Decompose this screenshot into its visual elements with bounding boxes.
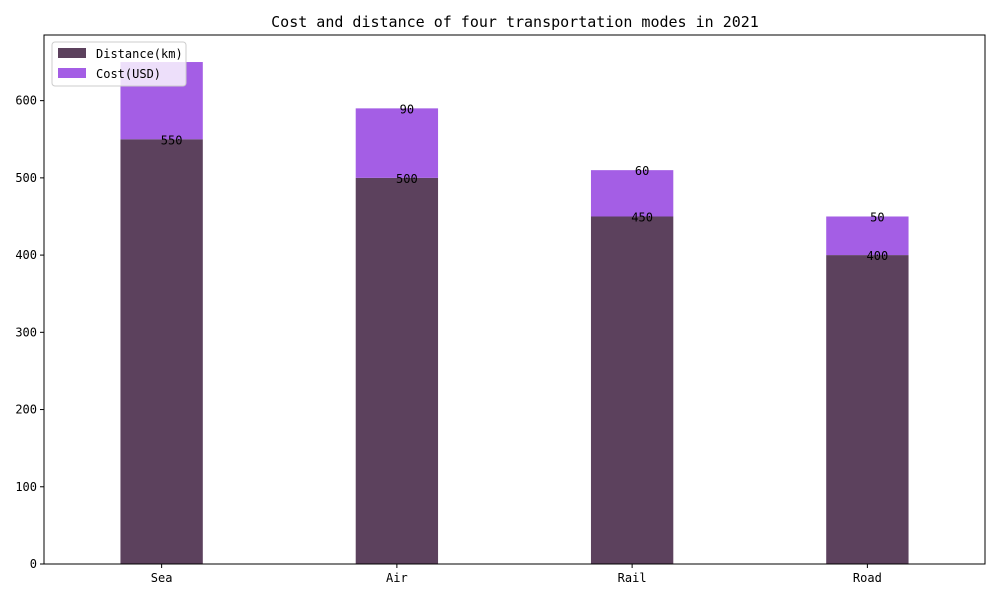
bar-rail-cost-usd — [590, 170, 674, 217]
legend-swatch-cost — [58, 68, 86, 78]
bar-air-cost-usd — [355, 108, 439, 178]
data-label-air-cost-usd: 90 — [400, 102, 414, 116]
x-tick-label-sea: Sea — [151, 571, 173, 585]
y-tick-label: 400 — [15, 248, 37, 262]
chart-title: Cost and distance of four transportation… — [271, 13, 759, 31]
y-tick-label: 200 — [15, 403, 37, 417]
data-label-road-cost-usd: 50 — [870, 210, 884, 224]
legend-label-distance: Distance(km) — [96, 47, 183, 61]
y-tick-label: 0 — [30, 557, 37, 571]
data-label-road-distance-km: 400 — [867, 249, 889, 263]
data-label-rail-cost-usd: 60 — [635, 164, 649, 178]
bar-road-distance-km — [826, 255, 909, 564]
y-tick-label: 500 — [15, 171, 37, 185]
data-label-rail-distance-km: 450 — [631, 210, 653, 224]
axes-layer: 0 100 200 300 400 500 600 Sea Air Rail Road — [15, 94, 882, 585]
x-tick-label-air: Air — [386, 571, 408, 585]
bar-road-cost-usd — [826, 216, 909, 256]
y-tick-label: 600 — [15, 94, 37, 108]
bar-rail-distance-km — [590, 216, 674, 565]
x-tick-label-rail: Rail — [618, 571, 647, 585]
data-labels-layer: 550 500 450 400 90 60 50 — [161, 102, 888, 263]
y-tick-label: 300 — [15, 325, 37, 339]
legend-swatch-distance — [58, 48, 86, 58]
x-tick-label-road: Road — [853, 571, 882, 585]
legend-label-cost: Cost(USD) — [96, 67, 161, 81]
plot-frame — [43, 34, 986, 565]
data-label-sea-distance-km: 550 — [161, 133, 183, 147]
legend: Distance(km) Cost(USD) — [51, 41, 187, 87]
data-label-air-distance-km: 500 — [396, 172, 418, 186]
bars-layer — [120, 62, 909, 565]
y-tick-label: 100 — [15, 480, 37, 494]
bar-air-distance-km — [355, 177, 439, 564]
bar-sea-distance-km — [120, 139, 203, 564]
